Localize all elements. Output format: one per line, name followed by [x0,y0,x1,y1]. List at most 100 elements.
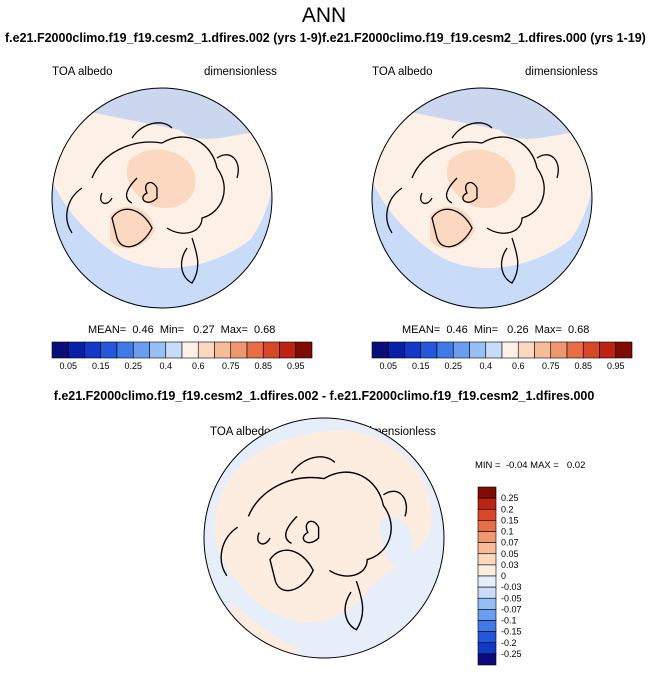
colorbar-label: 0.6 [512,361,525,371]
colorbar-box [262,341,280,359]
colorbar-label: 0.25 [444,361,462,371]
colorbar: 0.250.20.150.10.070.050.030-0.03-0.05-0.… [477,486,522,666]
colorbar-box [452,341,470,359]
colorbar-box [197,341,215,359]
colorbar-box [477,642,497,655]
colorbar-box [477,531,497,543]
colorbar-label: -0.07 [501,604,522,614]
colorbar-box [477,508,497,521]
variable-label: TOA albedo [372,66,433,78]
colorbar-label: -0.05 [501,593,522,603]
colorbar-box [477,586,497,599]
colorbar-box [477,609,497,621]
colorbar-box [582,341,600,359]
panel-title: f.e21.F2000climo.f19_f19.cesm2_1.dfires.… [54,389,595,403]
colorbar-box [477,653,497,666]
colorbar-label: -0.03 [501,582,522,592]
colorbar-box [116,341,134,359]
map-panel: f.e21.F2000climo.f19_f19.cesm2_1.dfires.… [322,31,646,371]
variable-label: TOA albedo [52,66,113,78]
colorbar-label: 0.75 [542,361,560,371]
variable-label: TOA albedo [210,426,271,438]
colorbar-label: 0.6 [192,361,205,371]
colorbar-box [246,341,264,359]
colorbar-label: 0.85 [574,361,592,371]
colorbar: 0.05 0.15 0.25 0.4 0.6 0.75 0.85 0.95 [51,341,313,371]
colorbar-box [477,486,497,499]
colorbar-box [181,341,199,359]
colorbar-label: 0.15 [501,515,519,525]
colorbar-box [387,341,405,359]
colorbar-box [149,341,167,359]
colorbar-label: 0.1 [501,527,514,537]
colorbar-label: 0.05 [59,361,77,371]
colorbar-label: -0.2 [501,638,517,648]
colorbar-box [501,341,519,359]
colorbar-box [469,341,487,359]
colorbar-label: 0.4 [159,361,172,371]
stats: MEAN= 0.46 Min= 0.27 Max= 0.68 [88,324,275,336]
colorbar-box [214,341,232,359]
colorbar-label: -0.25 [501,649,522,659]
colorbar-box [477,520,497,532]
colorbar-box [295,341,313,359]
colorbar-box [485,341,503,359]
colorbar-label: 0.75 [222,361,240,371]
colorbar-label: 0.25 [124,361,142,371]
colorbar-box [165,341,183,359]
panel-title: f.e21.F2000climo.f19_f19.cesm2_1.dfires.… [322,31,646,45]
colorbar-box [477,553,497,566]
panel-title: f.e21.F2000climo.f19_f19.cesm2_1.dfires.… [5,31,322,45]
map [52,88,272,308]
map-panel: f.e21.F2000climo.f19_f19.cesm2_1.dfires.… [5,31,322,371]
colorbar-label: 0.95 [607,361,625,371]
colorbar-label: -0.15 [501,627,522,637]
colorbar-label: 0.2 [501,504,514,514]
colorbar-box [534,341,552,359]
colorbar-box [477,497,497,510]
colorbar-box [132,341,150,359]
colorbar-box [477,620,497,632]
colorbar-box [51,341,69,359]
figure-title: ANN [302,4,346,27]
colorbar-box [477,631,497,644]
colorbar-box [67,341,85,359]
colorbar-box [84,341,102,359]
colorbar-label: 0.4 [479,361,492,371]
colorbar-label: 0.07 [501,538,519,548]
colorbar-box [615,341,633,359]
colorbar-box [477,542,497,555]
colorbar-box [230,341,248,359]
map [372,88,592,308]
colorbar-box [404,341,422,359]
colorbar-box [599,341,617,359]
colorbar-label: 0.25 [501,493,519,503]
colorbar-box [371,341,389,359]
colorbar-label: 0.15 [92,361,110,371]
units-label: dimensionless [204,66,277,78]
colorbar-box [566,341,584,359]
colorbar-label: 0 [501,571,506,581]
colorbar-label: 0.95 [287,361,305,371]
colorbar-box [100,341,118,359]
colorbar-label: 0.05 [501,549,519,559]
colorbar-label: 0.85 [254,361,272,371]
colorbar-box [517,341,535,359]
colorbar-label: -0.1 [501,616,517,626]
colorbar-box [436,341,454,359]
colorbar: 0.05 0.15 0.25 0.4 0.6 0.75 0.85 0.95 [371,341,633,371]
map [204,418,444,658]
colorbar-box [550,341,568,359]
colorbar-box [420,341,438,359]
stats: MEAN= 0.46 Min= 0.26 Max= 0.68 [402,324,589,336]
colorbar-box [279,341,297,359]
colorbar-label: 0.15 [412,361,430,371]
colorbar-label: 0.03 [501,560,519,570]
units-label: dimensionless [525,66,598,78]
map-panel: f.e21.F2000climo.f19_f19.cesm2_1.dfires.… [54,389,595,666]
colorbar-box [477,564,497,577]
colorbar-box [477,597,497,610]
stats: MIN = -0.04 MAX = 0.02 [475,460,585,471]
colorbar-label: 0.05 [379,361,397,371]
